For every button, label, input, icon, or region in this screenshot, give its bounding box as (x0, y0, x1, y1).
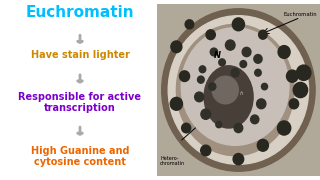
Text: Responsible for active
transcription: Responsible for active transcription (19, 92, 141, 113)
Circle shape (234, 123, 243, 133)
Circle shape (293, 82, 308, 98)
Circle shape (201, 109, 211, 119)
Circle shape (209, 83, 216, 90)
Circle shape (226, 40, 235, 50)
Circle shape (170, 97, 182, 110)
Circle shape (242, 47, 251, 57)
Circle shape (296, 65, 311, 80)
Circle shape (233, 154, 244, 165)
Text: h: h (240, 91, 244, 96)
Circle shape (171, 41, 182, 53)
Circle shape (219, 59, 225, 66)
Circle shape (251, 115, 259, 124)
Circle shape (162, 9, 315, 171)
Circle shape (180, 71, 189, 82)
Text: Euchromatin: Euchromatin (283, 12, 317, 17)
Text: Euchromatin: Euchromatin (26, 5, 134, 20)
Circle shape (255, 69, 261, 76)
Circle shape (254, 55, 262, 63)
Circle shape (195, 92, 204, 102)
Circle shape (231, 69, 239, 77)
Circle shape (212, 76, 238, 104)
Circle shape (216, 121, 222, 128)
Text: Hetero-
chromatin: Hetero- chromatin (160, 156, 185, 166)
Circle shape (257, 99, 266, 109)
Circle shape (278, 46, 290, 58)
Circle shape (286, 70, 298, 82)
Text: N: N (214, 51, 221, 60)
Circle shape (261, 83, 268, 90)
Circle shape (232, 18, 244, 31)
Circle shape (197, 76, 204, 83)
Circle shape (289, 99, 299, 109)
Ellipse shape (181, 28, 289, 145)
Circle shape (206, 30, 215, 40)
Circle shape (259, 30, 267, 39)
Text: Have stain lighter: Have stain lighter (31, 50, 129, 60)
Circle shape (210, 48, 218, 56)
Circle shape (168, 16, 308, 164)
Circle shape (185, 20, 194, 29)
Circle shape (277, 121, 291, 135)
Ellipse shape (204, 66, 253, 128)
Ellipse shape (176, 24, 294, 156)
Circle shape (257, 139, 268, 151)
Text: High Guanine and
cytosine content: High Guanine and cytosine content (31, 146, 129, 167)
Circle shape (182, 123, 191, 133)
Circle shape (199, 66, 206, 73)
Circle shape (240, 61, 247, 68)
Circle shape (201, 145, 211, 156)
